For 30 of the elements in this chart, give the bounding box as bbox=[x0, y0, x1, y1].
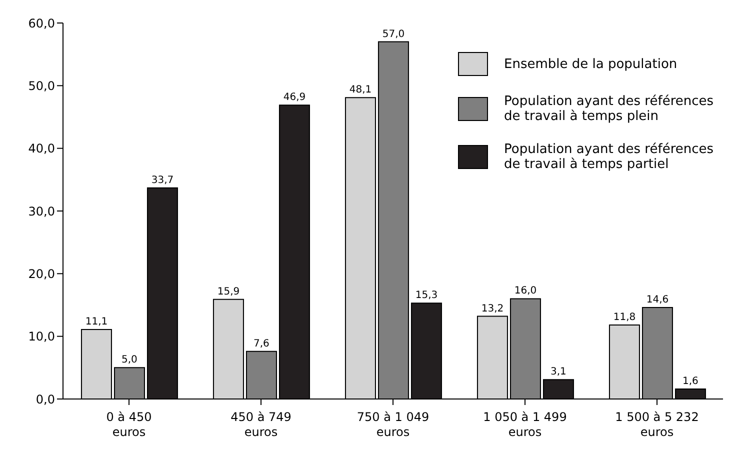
y-tick-label: 60,0 bbox=[28, 16, 55, 30]
legend-label: Population ayant des références de travail à temps partiel bbox=[504, 142, 715, 172]
data-label: 1,6 bbox=[682, 376, 698, 387]
y-tick-label: 20,0 bbox=[28, 266, 55, 281]
legend-label: Ensemble de la population bbox=[504, 56, 678, 72]
y-tick-label: 30,0 bbox=[28, 204, 55, 218]
data-label: 57,0 bbox=[382, 28, 405, 40]
data-label: 48,1 bbox=[349, 84, 372, 96]
x-tick-label: 750 à 1 049 euros bbox=[356, 410, 430, 439]
data-label: 15,3 bbox=[415, 290, 438, 302]
y-tick-label: 0,0 bbox=[36, 392, 55, 406]
data-label: 16,0 bbox=[514, 286, 537, 297]
data-label: 5,0 bbox=[122, 354, 138, 366]
data-label: 46,9 bbox=[283, 92, 306, 104]
data-label: 15,9 bbox=[217, 286, 240, 298]
data-label: 14,6 bbox=[646, 294, 669, 306]
y-tick-label: 40,0 bbox=[28, 142, 55, 156]
y-tick-label: 50,0 bbox=[28, 78, 55, 93]
data-label: 3,1 bbox=[550, 366, 566, 378]
x-tick-label: 1 500 à 5 232 euros bbox=[615, 410, 699, 439]
y-tick-label: 10,0 bbox=[28, 330, 55, 344]
data-label: 7,6 bbox=[254, 338, 270, 350]
data-label: 13,2 bbox=[481, 303, 504, 314]
data-label: 11,8 bbox=[613, 312, 636, 324]
data-label: 11,1 bbox=[85, 316, 108, 328]
x-tick-label: 0 à 450 euros bbox=[106, 410, 152, 439]
x-tick-label: 1 050 à 1 499 euros bbox=[483, 410, 567, 439]
data-label: 33,7 bbox=[151, 174, 174, 186]
x-tick-label: 450 à 749 euros bbox=[230, 410, 292, 439]
legend-label: Population ayant des références de travail à temps plein bbox=[504, 94, 715, 124]
